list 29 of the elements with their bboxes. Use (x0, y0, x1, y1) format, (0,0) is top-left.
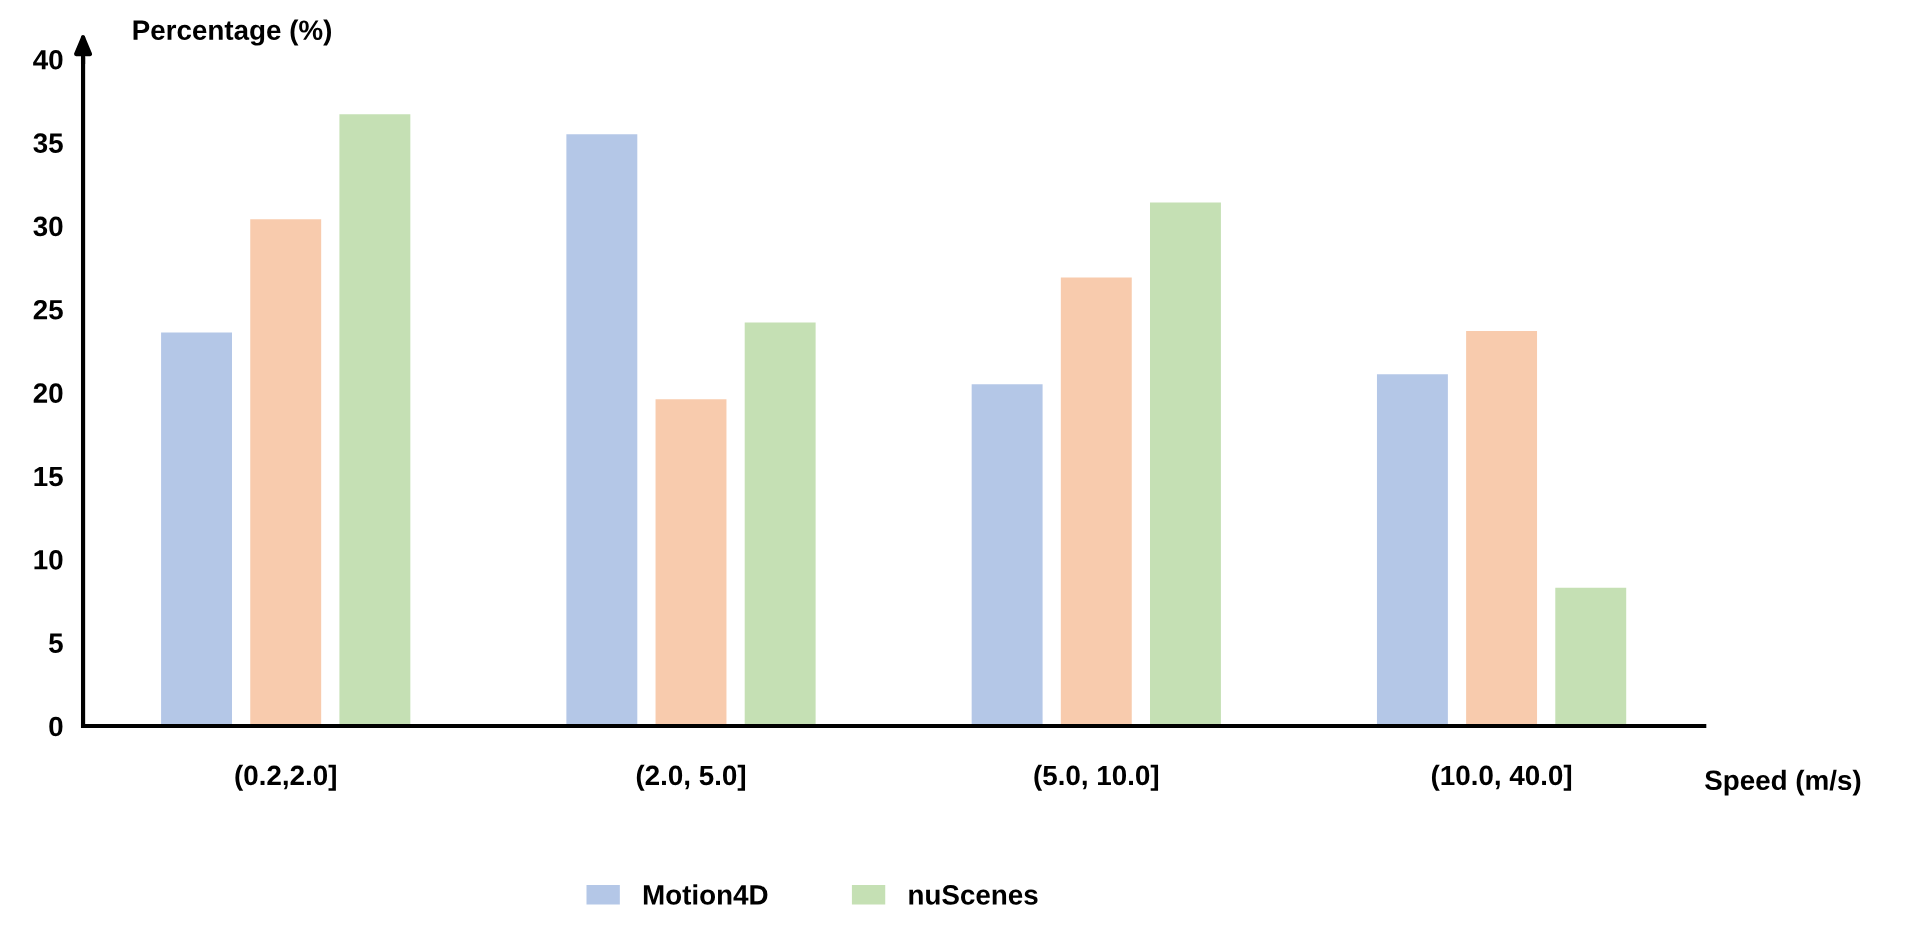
bar (1555, 587, 1627, 726)
y-tick-label: 0 (49, 716, 63, 737)
y-tick-label: 5 (49, 633, 63, 653)
bar (161, 332, 233, 726)
bar (744, 322, 816, 726)
bar (1376, 374, 1448, 726)
x-axis-title: Speed (m/s) (1705, 769, 1861, 796)
y-tick-label: 40 (33, 49, 63, 70)
bar (971, 384, 1043, 726)
y-tick-label: 25 (33, 299, 63, 320)
y-tick-label: 15 (34, 466, 63, 487)
y-tick-label: 20 (33, 383, 63, 403)
x-tick-label: (0.2,2.0] (235, 764, 336, 791)
bar (566, 134, 638, 726)
bar (1149, 202, 1221, 726)
y-tick-label: 35 (33, 133, 63, 153)
x-tick-label: (5.0, 10.0] (1034, 764, 1159, 791)
bar (1466, 330, 1538, 726)
bar (250, 219, 322, 726)
bar (655, 399, 727, 726)
y-axis-title: Percentage (%) (133, 19, 331, 46)
x-tick-label: (2.0, 5.0] (636, 764, 746, 791)
y-tick-label: 10 (34, 549, 63, 570)
x-tick-label: (10.0, 40.0] (1431, 764, 1572, 791)
bar (1060, 277, 1132, 726)
y-tick-label: 30 (33, 216, 63, 237)
legend-label: Motion4D (643, 884, 768, 905)
legend-label: nuScenes (909, 885, 1038, 905)
bar (339, 114, 411, 726)
